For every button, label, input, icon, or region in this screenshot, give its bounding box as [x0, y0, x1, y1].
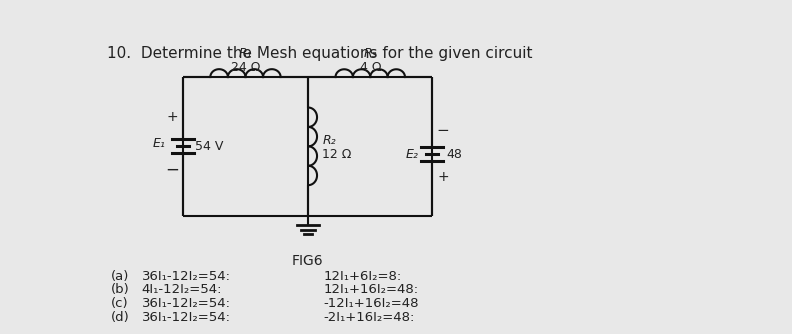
Text: 48: 48	[446, 148, 462, 161]
Text: 24 Ω: 24 Ω	[230, 61, 260, 74]
Text: (a): (a)	[111, 270, 129, 283]
Text: R₃: R₃	[364, 47, 377, 60]
Text: 10.  Determine the Mesh equations for the given circuit: 10. Determine the Mesh equations for the…	[107, 46, 532, 61]
Text: 12I₁+6I₂=8:: 12I₁+6I₂=8:	[324, 270, 402, 283]
Text: 36I₁-12I₂=54:: 36I₁-12I₂=54:	[142, 311, 230, 324]
Text: 54 V: 54 V	[195, 140, 223, 153]
Text: −: −	[436, 124, 450, 138]
Text: 4 Ω: 4 Ω	[360, 61, 381, 74]
Text: −: −	[165, 160, 179, 178]
Text: (c): (c)	[111, 297, 128, 310]
Text: 12 Ω: 12 Ω	[322, 148, 352, 161]
Text: 4I₁-12I₂=54:: 4I₁-12I₂=54:	[142, 284, 222, 296]
Text: +: +	[166, 110, 177, 124]
Text: 12I₁+16I₂=48:: 12I₁+16I₂=48:	[324, 284, 419, 296]
Text: R₁: R₁	[238, 47, 253, 60]
Text: E₂: E₂	[406, 148, 418, 161]
Text: 36I₁-12I₂=54:: 36I₁-12I₂=54:	[142, 270, 230, 283]
Text: -12I₁+16I₂=48: -12I₁+16I₂=48	[324, 297, 419, 310]
Text: 36I₁-12I₂=54:: 36I₁-12I₂=54:	[142, 297, 230, 310]
Text: R₂: R₂	[322, 134, 336, 147]
Text: (b): (b)	[111, 284, 129, 296]
Text: (d): (d)	[111, 311, 129, 324]
Text: -2I₁+16I₂=48:: -2I₁+16I₂=48:	[324, 311, 415, 324]
Text: FIG6: FIG6	[291, 254, 323, 268]
Text: +: +	[437, 170, 449, 184]
Text: E₁: E₁	[153, 137, 166, 150]
